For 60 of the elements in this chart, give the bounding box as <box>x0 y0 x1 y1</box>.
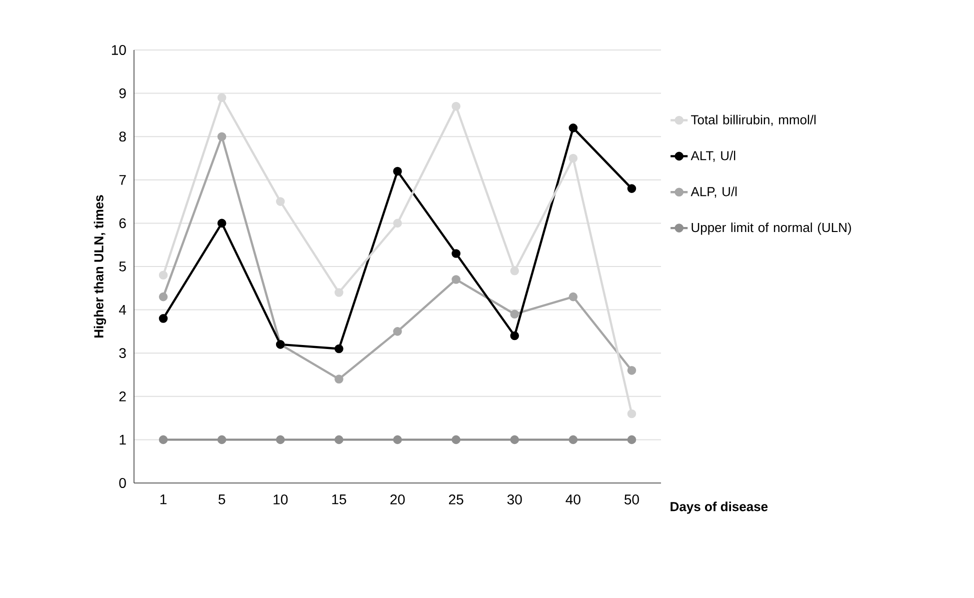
y-tick-label: 1 <box>120 434 126 445</box>
y-tick-label: 7 <box>119 175 126 185</box>
x-tick-label: 15 <box>332 494 346 504</box>
point <box>627 366 636 375</box>
legend-label: Total billirubin, mmol/l <box>691 114 816 126</box>
point <box>452 249 460 258</box>
x-tick-label: 25 <box>448 494 464 504</box>
x-tick-label: 1 <box>160 494 166 504</box>
point <box>568 154 578 163</box>
point <box>510 310 520 319</box>
point <box>158 270 168 280</box>
x-tick-label: 20 <box>390 494 405 504</box>
x-tick-label: 30 <box>507 494 522 504</box>
point <box>334 344 344 354</box>
point <box>276 197 285 206</box>
point <box>510 435 520 444</box>
x-axis-title: Days of disease <box>670 502 768 514</box>
y-tick-label: 8 <box>119 132 126 142</box>
point <box>217 93 226 102</box>
point <box>393 327 402 336</box>
point <box>334 288 344 297</box>
point <box>334 374 344 384</box>
point <box>568 124 578 132</box>
y-tick-label: 10 <box>112 45 126 55</box>
x-tick-label: 5 <box>218 494 226 504</box>
point <box>393 218 402 228</box>
y-tick-label: 6 <box>119 218 126 228</box>
point <box>334 435 344 444</box>
point <box>627 409 636 418</box>
point <box>510 266 520 276</box>
point <box>627 184 636 193</box>
point <box>393 435 402 444</box>
point <box>158 314 168 323</box>
y-axis-title: Higher than ULN, times <box>94 195 106 338</box>
point <box>568 292 578 302</box>
point <box>627 435 636 444</box>
legend-label: Upper limit of normal (ULN) <box>692 222 851 235</box>
point <box>452 435 460 444</box>
point <box>158 435 168 444</box>
point <box>568 435 578 444</box>
legend-label: ALT, U/l <box>690 150 736 162</box>
point <box>510 331 520 340</box>
y-tick-label: 4 <box>119 304 126 315</box>
point <box>217 218 226 228</box>
y-tick-label: 5 <box>119 262 126 272</box>
x-tick-label: 40 <box>566 494 580 504</box>
point <box>217 132 226 141</box>
y-tick-label: 3 <box>119 348 126 358</box>
x-tick-label: 50 <box>624 494 639 504</box>
x-tick-label: 10 <box>274 494 288 504</box>
point <box>452 275 460 284</box>
legend-label: ALP, U/l <box>690 186 737 198</box>
point <box>452 102 460 111</box>
point <box>217 435 226 444</box>
y-tick-label: 0 <box>119 478 126 488</box>
y-tick-label: 2 <box>119 392 126 402</box>
point <box>276 435 285 444</box>
y-tick-label: 9 <box>119 88 126 98</box>
point <box>393 166 402 176</box>
point <box>158 292 168 302</box>
